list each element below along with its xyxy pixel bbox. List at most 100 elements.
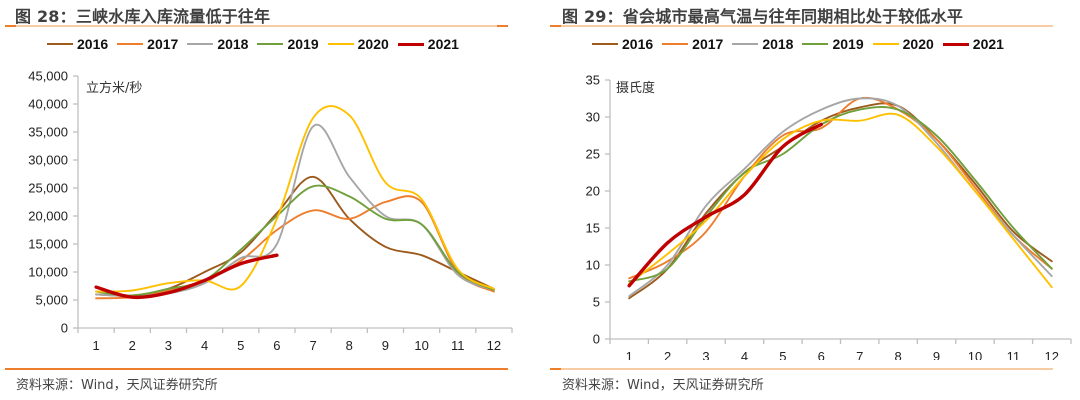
series-line-2020 <box>95 105 495 293</box>
figure-29-panel: 图 29：省会城市最高气温与往年同期相比处于较低水平 2016 2017 2018 2… <box>540 0 1080 400</box>
legend-swatch <box>802 43 829 45</box>
legend-swatch <box>187 43 214 45</box>
series-line-2016 <box>628 102 1053 300</box>
source-note: 资料来源：Wind，天风证券研究所 <box>562 378 764 393</box>
y-tick-label: 40,000 <box>28 97 68 112</box>
flow-chart: 0 5,000 10,000 15,000 20,000 25,000 30,000 35,0… <box>28 69 513 353</box>
x-tick-label: 4 <box>741 349 748 360</box>
x-tick-label: 10 <box>968 349 982 360</box>
series-line-2020 <box>628 112 1053 289</box>
legend-label: 2020 <box>902 36 934 52</box>
figure-title: 图 29：省会城市最高气温与往年同期相比处于较低水平 <box>562 3 963 27</box>
legend-label: 2017 <box>692 36 724 52</box>
legend-swatch <box>942 42 969 46</box>
y-tick-label: 20 <box>586 184 600 199</box>
x-tick-label: 4 <box>201 338 208 353</box>
legend-item-2021: 2021 <box>397 36 459 52</box>
x-tick-label: 6 <box>273 338 280 353</box>
x-tick-label: 8 <box>346 338 353 353</box>
y-tick-label: 35,000 <box>28 125 68 140</box>
series-line-2019 <box>628 106 1053 283</box>
unit-label: 摄氏度 <box>616 80 655 96</box>
source-divider <box>550 368 1053 370</box>
x-tick-label: 5 <box>779 349 786 360</box>
figure-title-text: 三峡水库入库流量低于往年 <box>75 7 271 26</box>
y-tick-label: 20,000 <box>28 209 68 224</box>
chart-legend: 2016 2017 2018 2019 2020 2021 <box>47 36 459 52</box>
y-tick-label: 30,000 <box>28 153 68 168</box>
legend-item-2017: 2017 <box>117 36 178 52</box>
x-tick-label: 1 <box>92 338 99 353</box>
series-line-2021 <box>94 253 279 300</box>
y-tick-label: 10,000 <box>28 265 68 280</box>
legend-item-2016: 2016 <box>592 36 653 52</box>
series-line-2017 <box>95 195 495 300</box>
x-tick-label: 2 <box>129 338 136 353</box>
legend-item-2019: 2019 <box>257 36 319 52</box>
title-divider <box>5 25 508 27</box>
source-note: 资料来源：Wind，天风证券研究所 <box>16 378 218 393</box>
source-divider <box>5 368 508 370</box>
legend-swatch <box>872 43 899 45</box>
x-tick-label: 2 <box>664 349 671 360</box>
series-line-2018 <box>95 123 495 298</box>
series-line-2021 <box>627 122 823 288</box>
legend-label: 2019 <box>287 36 319 52</box>
x-tick-label: 1 <box>626 349 633 360</box>
legend-label: 2021 <box>972 36 1004 52</box>
x-tick-label: 10 <box>414 338 428 353</box>
series-line-2016 <box>95 175 495 297</box>
chart-legend: 2016 2017 2018 2019 2020 2021 <box>592 36 1004 52</box>
y-tick-label: 45,000 <box>28 69 68 84</box>
legend-label: 2018 <box>762 36 794 52</box>
figure-label: 图 28： <box>15 7 76 26</box>
x-tick-label: 6 <box>818 349 825 360</box>
legend-label: 2017 <box>147 36 179 52</box>
x-tick-label: 3 <box>165 338 172 353</box>
figure-28-panel: 图 28：三峡水库入库流量低于往年 2016 2017 2018 2019 2020 20… <box>5 3 513 393</box>
x-tick-label: 9 <box>933 349 940 360</box>
legend-item-2020: 2020 <box>327 36 389 52</box>
x-tick-label: 12 <box>487 338 501 353</box>
legend-item-2020: 2020 <box>872 36 934 52</box>
x-tick-label: 11 <box>451 338 465 353</box>
y-tick-label: 25,000 <box>28 181 68 196</box>
legend-label: 2021 <box>427 36 459 52</box>
legend-item-2017: 2017 <box>662 36 723 52</box>
legend-swatch <box>397 42 424 46</box>
legend-swatch <box>117 43 144 45</box>
legend-item-2016: 2016 <box>47 36 108 52</box>
series-line-2017 <box>628 96 1053 280</box>
x-tick-label: 12 <box>1045 349 1059 360</box>
y-tick-label: 35 <box>586 73 600 88</box>
legend-swatch <box>257 43 284 45</box>
y-tick-label: 15 <box>586 221 600 236</box>
legend-item-2018: 2018 <box>732 36 793 52</box>
unit-label: 立方米/秒 <box>86 80 142 96</box>
legend-swatch <box>327 43 354 45</box>
x-tick-label: 3 <box>702 349 709 360</box>
legend-swatch <box>592 43 618 45</box>
figure-title-text: 省会城市最高气温与往年同期相比处于较低水平 <box>622 7 964 26</box>
y-tick-label: 5 <box>593 295 600 310</box>
y-tick-label: 0 <box>593 332 600 347</box>
series-line-2019 <box>95 184 495 297</box>
y-tick-label: 5,000 <box>35 293 68 308</box>
x-tick-label: 7 <box>856 349 863 360</box>
title-divider <box>550 25 1053 27</box>
legend-label: 2020 <box>357 36 389 52</box>
y-tick-label: 30 <box>586 110 600 125</box>
legend-label: 2016 <box>622 36 654 52</box>
y-tick-label: 25 <box>586 147 600 162</box>
legend-swatch <box>662 43 689 45</box>
x-tick-label: 7 <box>309 338 316 353</box>
x-tick-label: 11 <box>1007 349 1021 360</box>
legend-swatch <box>732 43 759 45</box>
figure-title: 图 28：三峡水库入库流量低于往年 <box>15 3 270 27</box>
legend-item-2019: 2019 <box>802 36 864 52</box>
x-tick-label: 5 <box>237 338 244 353</box>
legend-swatch <box>47 43 73 45</box>
legend-label: 2018 <box>217 36 249 52</box>
legend-item-2021: 2021 <box>942 36 1004 52</box>
